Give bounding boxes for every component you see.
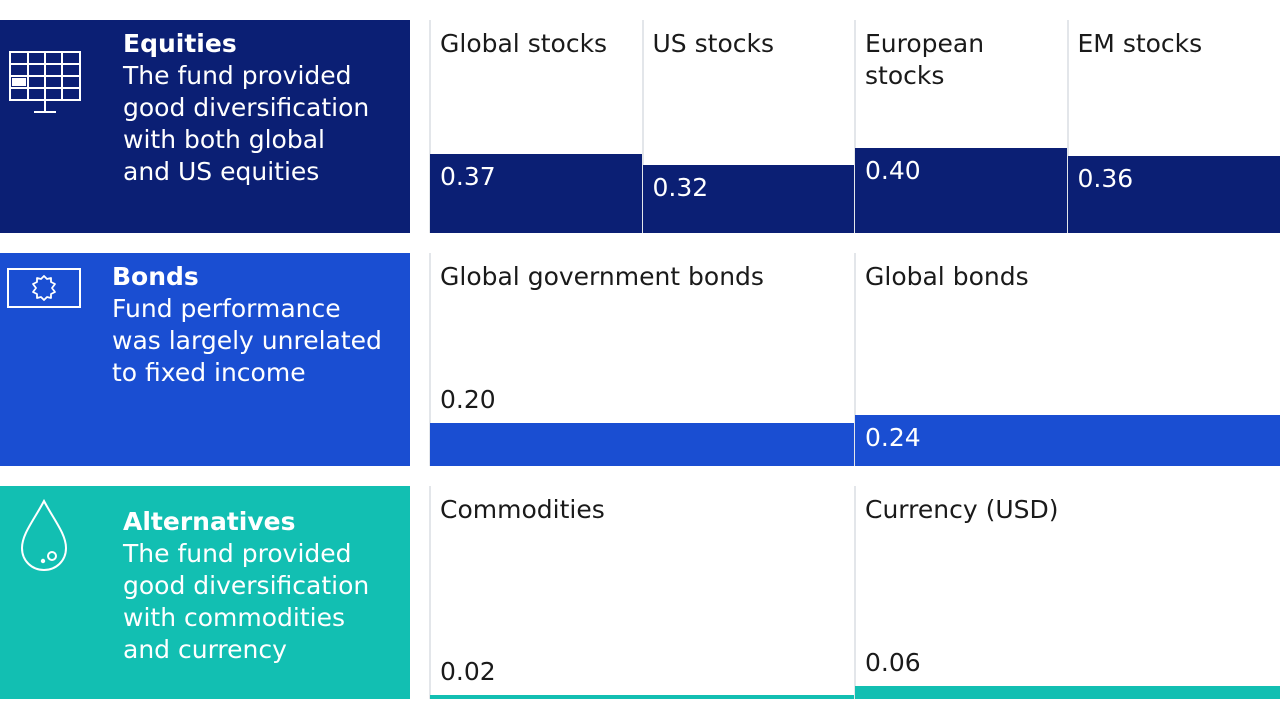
bonds-panel: Bonds Fund performance was largely unrel…	[0, 253, 410, 466]
column-divider	[854, 253, 856, 466]
value-bar	[642, 164, 855, 233]
droplet-icon	[20, 498, 68, 572]
category-label: Commodities	[440, 495, 605, 524]
value-bar	[855, 147, 1068, 233]
bonds-title: Bonds	[112, 262, 199, 291]
value-label: 0.20	[440, 385, 496, 415]
category-label: Global stocks	[440, 29, 608, 58]
alternatives-title: Alternatives	[123, 507, 296, 536]
value-label: 0.06	[865, 648, 921, 678]
equities-panel: Equities The fund provided good diversif…	[0, 20, 410, 233]
column-divider	[641, 20, 644, 233]
category-column: Commodities 0.02	[429, 486, 855, 699]
bonds-chart: Global government bonds 0.20 Global bonds 0…	[429, 253, 1280, 466]
equities-description: The fund provided good diversification w…	[123, 61, 370, 186]
alternatives-description: The fund provided good diversification w…	[123, 539, 370, 664]
value-label: 0.24	[865, 422, 921, 452]
category-column: Global stocks 0.37	[429, 20, 643, 233]
value-label: 0.02	[440, 656, 496, 686]
column-divider	[854, 486, 856, 699]
alternatives-panel: Alternatives The fund provided good dive…	[0, 486, 410, 699]
bonds-description: Fund performance was largely unrelated t…	[112, 294, 382, 387]
column-divider	[854, 20, 856, 233]
value-bar	[430, 154, 643, 233]
certificate-seal-icon	[7, 268, 81, 308]
value-label: 0.37	[440, 162, 496, 192]
category-column: Currency (USD) 0.06	[854, 486, 1280, 699]
category-column: EM stocks 0.36	[1066, 20, 1280, 233]
category-column: European stocks 0.40	[854, 20, 1068, 233]
monitor-grid-icon	[9, 51, 81, 113]
equities-title: Equities	[123, 29, 237, 58]
category-column: Global government bonds 0.20	[429, 253, 855, 466]
value-label: 0.32	[652, 172, 709, 202]
equities-chart: Global stocks 0.37 US stocks 0.32 European s…	[429, 20, 1280, 233]
value-bar	[855, 414, 1280, 466]
column-divider	[429, 20, 431, 233]
alternatives-chart: Commodities 0.02 Currency (USD) 0.06	[429, 486, 1280, 699]
value-label: 0.40	[865, 155, 921, 185]
value-bar	[1067, 156, 1280, 233]
column-divider	[1066, 20, 1069, 233]
value-bar	[855, 686, 1280, 699]
category-label: Currency (USD)	[865, 495, 1059, 524]
category-column: Global bonds 0.24	[854, 253, 1280, 466]
category-label: EM stocks	[1077, 29, 1203, 58]
category-label: Global bonds	[865, 262, 1029, 291]
category-column: US stocks 0.32	[641, 20, 855, 233]
value-bar	[430, 694, 855, 699]
value-label: 0.36	[1077, 164, 1134, 194]
value-bar	[430, 423, 855, 466]
category-label: European stocks	[865, 29, 985, 90]
column-divider	[429, 253, 431, 466]
column-divider	[429, 486, 431, 699]
category-label: US stocks	[652, 29, 774, 58]
category-label: Global government bonds	[440, 262, 764, 291]
